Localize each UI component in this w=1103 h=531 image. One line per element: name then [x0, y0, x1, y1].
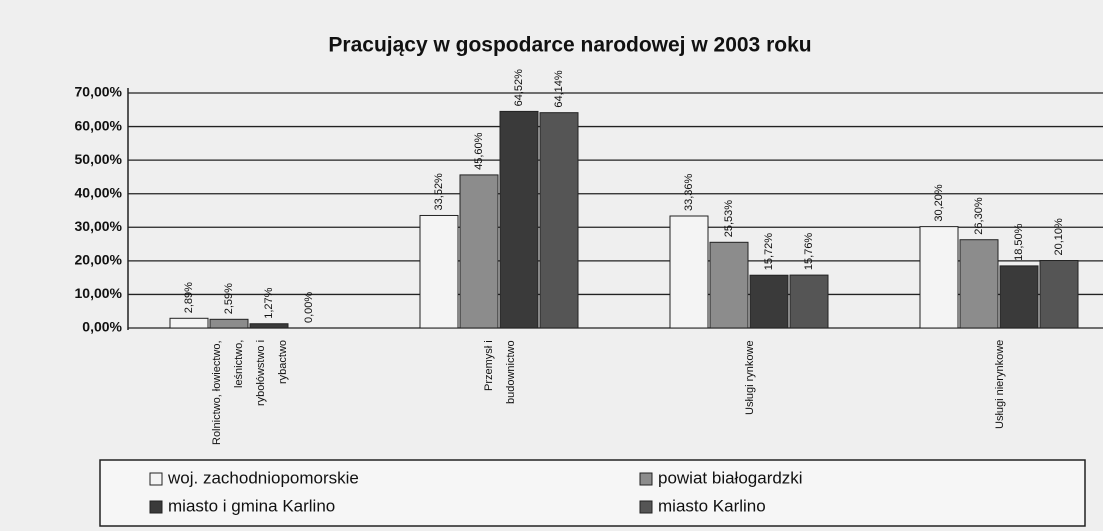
- value-label: 64,52%: [513, 69, 525, 107]
- bar: [1039, 260, 1079, 329]
- y-tick-label: 0,00%: [82, 319, 122, 335]
- bar: [999, 265, 1039, 329]
- bar: [209, 318, 249, 329]
- value-label: 0,00%: [303, 292, 315, 323]
- y-tick-label: 30,00%: [75, 218, 123, 234]
- legend-label: miasto i gmina Karlino: [168, 496, 335, 515]
- x-tick-label: Przemysł i budownictwo: [483, 340, 517, 404]
- value-label: 26,30%: [973, 197, 985, 235]
- bar: [959, 239, 999, 329]
- legend-label: miasto Karlino: [658, 496, 766, 515]
- value-label: 33,36%: [683, 173, 695, 211]
- value-label: 25,53%: [723, 200, 735, 238]
- legend-swatch: [639, 472, 653, 486]
- legend-label: powiat białogardzki: [658, 468, 803, 487]
- bar: [249, 323, 289, 329]
- legend-label: woj. zachodniopomorskie: [167, 468, 359, 487]
- value-label: 45,60%: [473, 132, 485, 170]
- legend-swatch: [149, 472, 163, 486]
- legend-box: [99, 459, 1086, 527]
- y-tick-label: 70,00%: [75, 84, 123, 100]
- x-tick-label: Usługi nierynkowe: [994, 340, 1006, 430]
- bar: [499, 110, 539, 329]
- y-tick-label: 20,00%: [75, 252, 123, 268]
- value-label: 64,14%: [553, 70, 565, 108]
- bar: [669, 215, 709, 329]
- bar: [459, 174, 499, 329]
- legend-swatch: [149, 500, 163, 514]
- value-label: 15,76%: [803, 233, 815, 271]
- bar: [709, 241, 749, 329]
- value-label: 20,10%: [1053, 218, 1065, 256]
- value-label: 30,20%: [933, 184, 945, 222]
- value-label: 15,72%: [763, 233, 775, 271]
- y-tick-label: 60,00%: [75, 117, 123, 133]
- value-label: 1,27%: [263, 287, 275, 318]
- y-tick-label: 50,00%: [75, 151, 123, 167]
- value-label: 18,50%: [1013, 223, 1025, 261]
- bar: [169, 317, 209, 329]
- bar: [419, 214, 459, 329]
- value-label: 2,59%: [223, 283, 235, 314]
- y-tick-label: 10,00%: [75, 285, 123, 301]
- value-label: 2,89%: [183, 282, 195, 313]
- bar: [789, 274, 829, 329]
- chart-title: Pracujący w gospodarce narodowej w 2003 …: [328, 34, 811, 57]
- x-tick-label: Rolnictwo, łowiectwo, leśnictwo, rybołów…: [211, 340, 289, 445]
- legend-swatch: [639, 500, 653, 514]
- bar: [749, 274, 789, 329]
- x-tick-label: Usługi rynkowe: [744, 340, 756, 415]
- value-label: 33,52%: [433, 173, 445, 211]
- bar: [539, 112, 579, 329]
- y-tick-label: 40,00%: [75, 184, 123, 200]
- bar: [919, 226, 959, 329]
